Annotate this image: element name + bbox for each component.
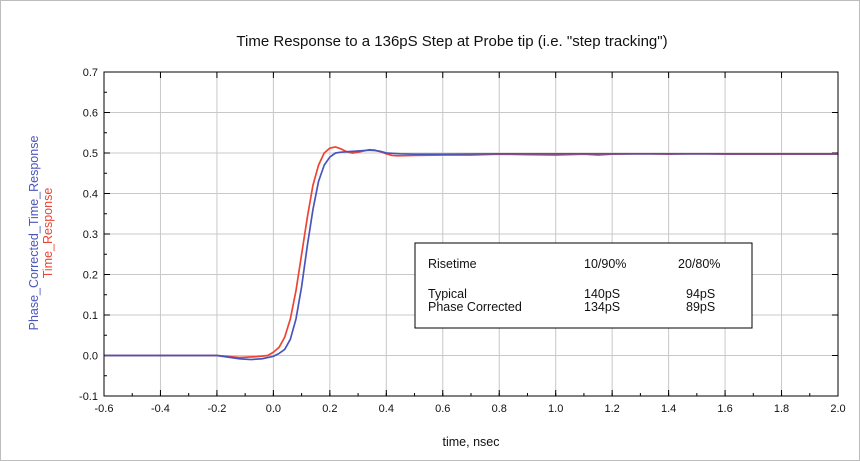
y-axis-title-phase-corrected: Phase_Corrected_Time_Response	[27, 136, 41, 331]
x-tick-label: -0.6	[95, 403, 114, 415]
x-tick-label: 0.4	[379, 403, 394, 415]
chart-title: Time Response to a 136pS Step at Probe t…	[236, 33, 667, 50]
x-tick-label: 1.4	[661, 403, 676, 415]
table-row-typical-20-80: 94pS	[686, 287, 715, 301]
x-axis-title: time, nsec	[443, 435, 500, 449]
y-tick-label: 0.1	[83, 310, 98, 322]
x-tick-label: 0.2	[322, 403, 337, 415]
y-axis-title-time-response: Time_Response	[41, 188, 55, 279]
y-tick-label: 0.2	[83, 270, 98, 282]
x-tick-label: 0.8	[492, 403, 507, 415]
series-layer	[104, 146, 838, 361]
risetime-table-box	[414, 242, 753, 329]
x-tick-label: -0.2	[207, 403, 226, 415]
series-line-phase-corrected-time-response	[104, 149, 838, 361]
x-tick-label: -0.4	[151, 403, 170, 415]
risetime-table: Risetime 10/90% 20/80% Typical 140pS 94p…	[414, 242, 753, 329]
x-tick-label: 2.0	[830, 403, 845, 415]
y-tick-label: 0.4	[83, 189, 98, 201]
y-tick-label: 0.5	[83, 148, 98, 160]
table-header-20-80: 20/80%	[678, 257, 720, 271]
y-tick-label: -0.1	[79, 391, 98, 403]
y-tick-label: 0.6	[83, 108, 98, 120]
table-row-typical-10-90: 140pS	[584, 287, 620, 301]
table-header-10-90: 10/90%	[584, 257, 626, 271]
table-row-phase-corrected-label: Phase Corrected	[428, 300, 522, 314]
x-tick-label: 0.6	[435, 403, 450, 415]
table-row-phase-corrected-20-80: 89pS	[686, 300, 715, 314]
grid	[104, 72, 838, 396]
table-row-phase-corrected-10-90: 134pS	[584, 300, 620, 314]
x-tick-label: 0.0	[266, 403, 281, 415]
y-tick-label: 0.3	[83, 229, 98, 241]
table-row-typical-label: Typical	[428, 287, 467, 301]
x-tick-label: 1.2	[605, 403, 620, 415]
tick-labels: -0.6 -0.4 -0.2 0.0 0.2 0.4 0.6 0.8 1.0 1.2 1.4 1.6 1…	[79, 67, 846, 415]
plot-border	[103, 71, 839, 397]
x-tick-label: 1.6	[717, 403, 732, 415]
table-header-risetime: Risetime	[428, 257, 477, 271]
y-tick-label: 0.0	[83, 351, 98, 363]
x-tick-label: 1.8	[774, 403, 789, 415]
x-tick-label: 1.0	[548, 403, 563, 415]
y-tick-label: 0.7	[83, 67, 98, 79]
